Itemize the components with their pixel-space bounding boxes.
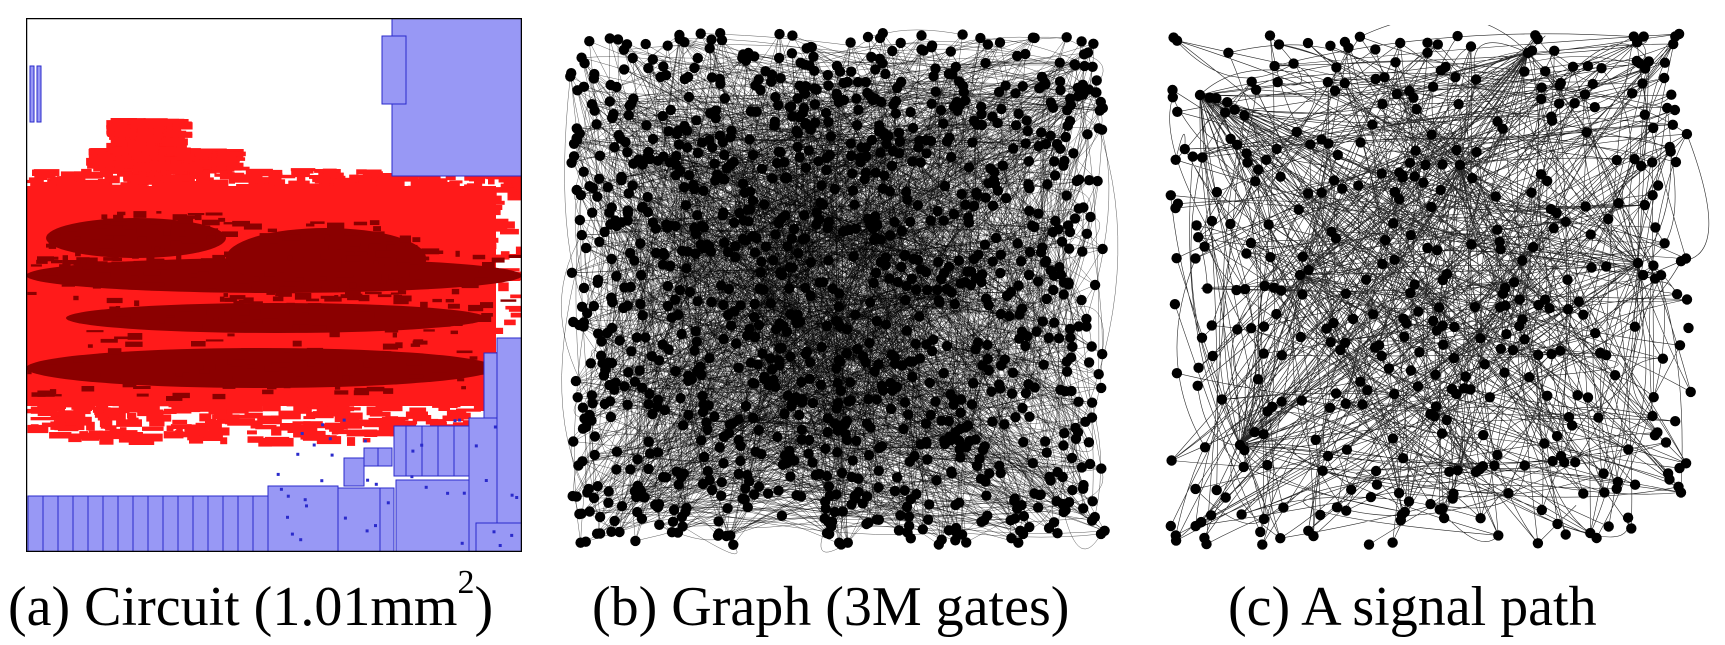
signal-path-image <box>1165 25 1710 550</box>
caption-signal-path: (c) A signal path <box>1228 576 1597 638</box>
graph-nodes <box>565 28 1110 550</box>
macro-blocks <box>27 18 522 552</box>
gate-graph-panel <box>560 25 1120 555</box>
caption-circuit-close: ) <box>474 576 494 638</box>
graph-nodes <box>1165 28 1696 550</box>
congestion-map-dark <box>26 211 522 401</box>
gate-graph-image <box>561 28 1119 555</box>
caption-circuit-text: (a) Circuit (1.01mm <box>8 576 458 638</box>
caption-circuit-superscript: 2 <box>457 564 475 601</box>
circuit-layout-panel <box>26 18 522 552</box>
chip-boundary <box>26 18 522 552</box>
caption-circuit: (a) Circuit (1.01mm2) <box>8 566 494 642</box>
caption-graph: (b) Graph (3M gates) <box>592 576 1070 638</box>
circuit-layout-image <box>26 18 522 552</box>
signal-path-panel <box>1150 25 1720 555</box>
graph-edges <box>1169 25 1710 545</box>
